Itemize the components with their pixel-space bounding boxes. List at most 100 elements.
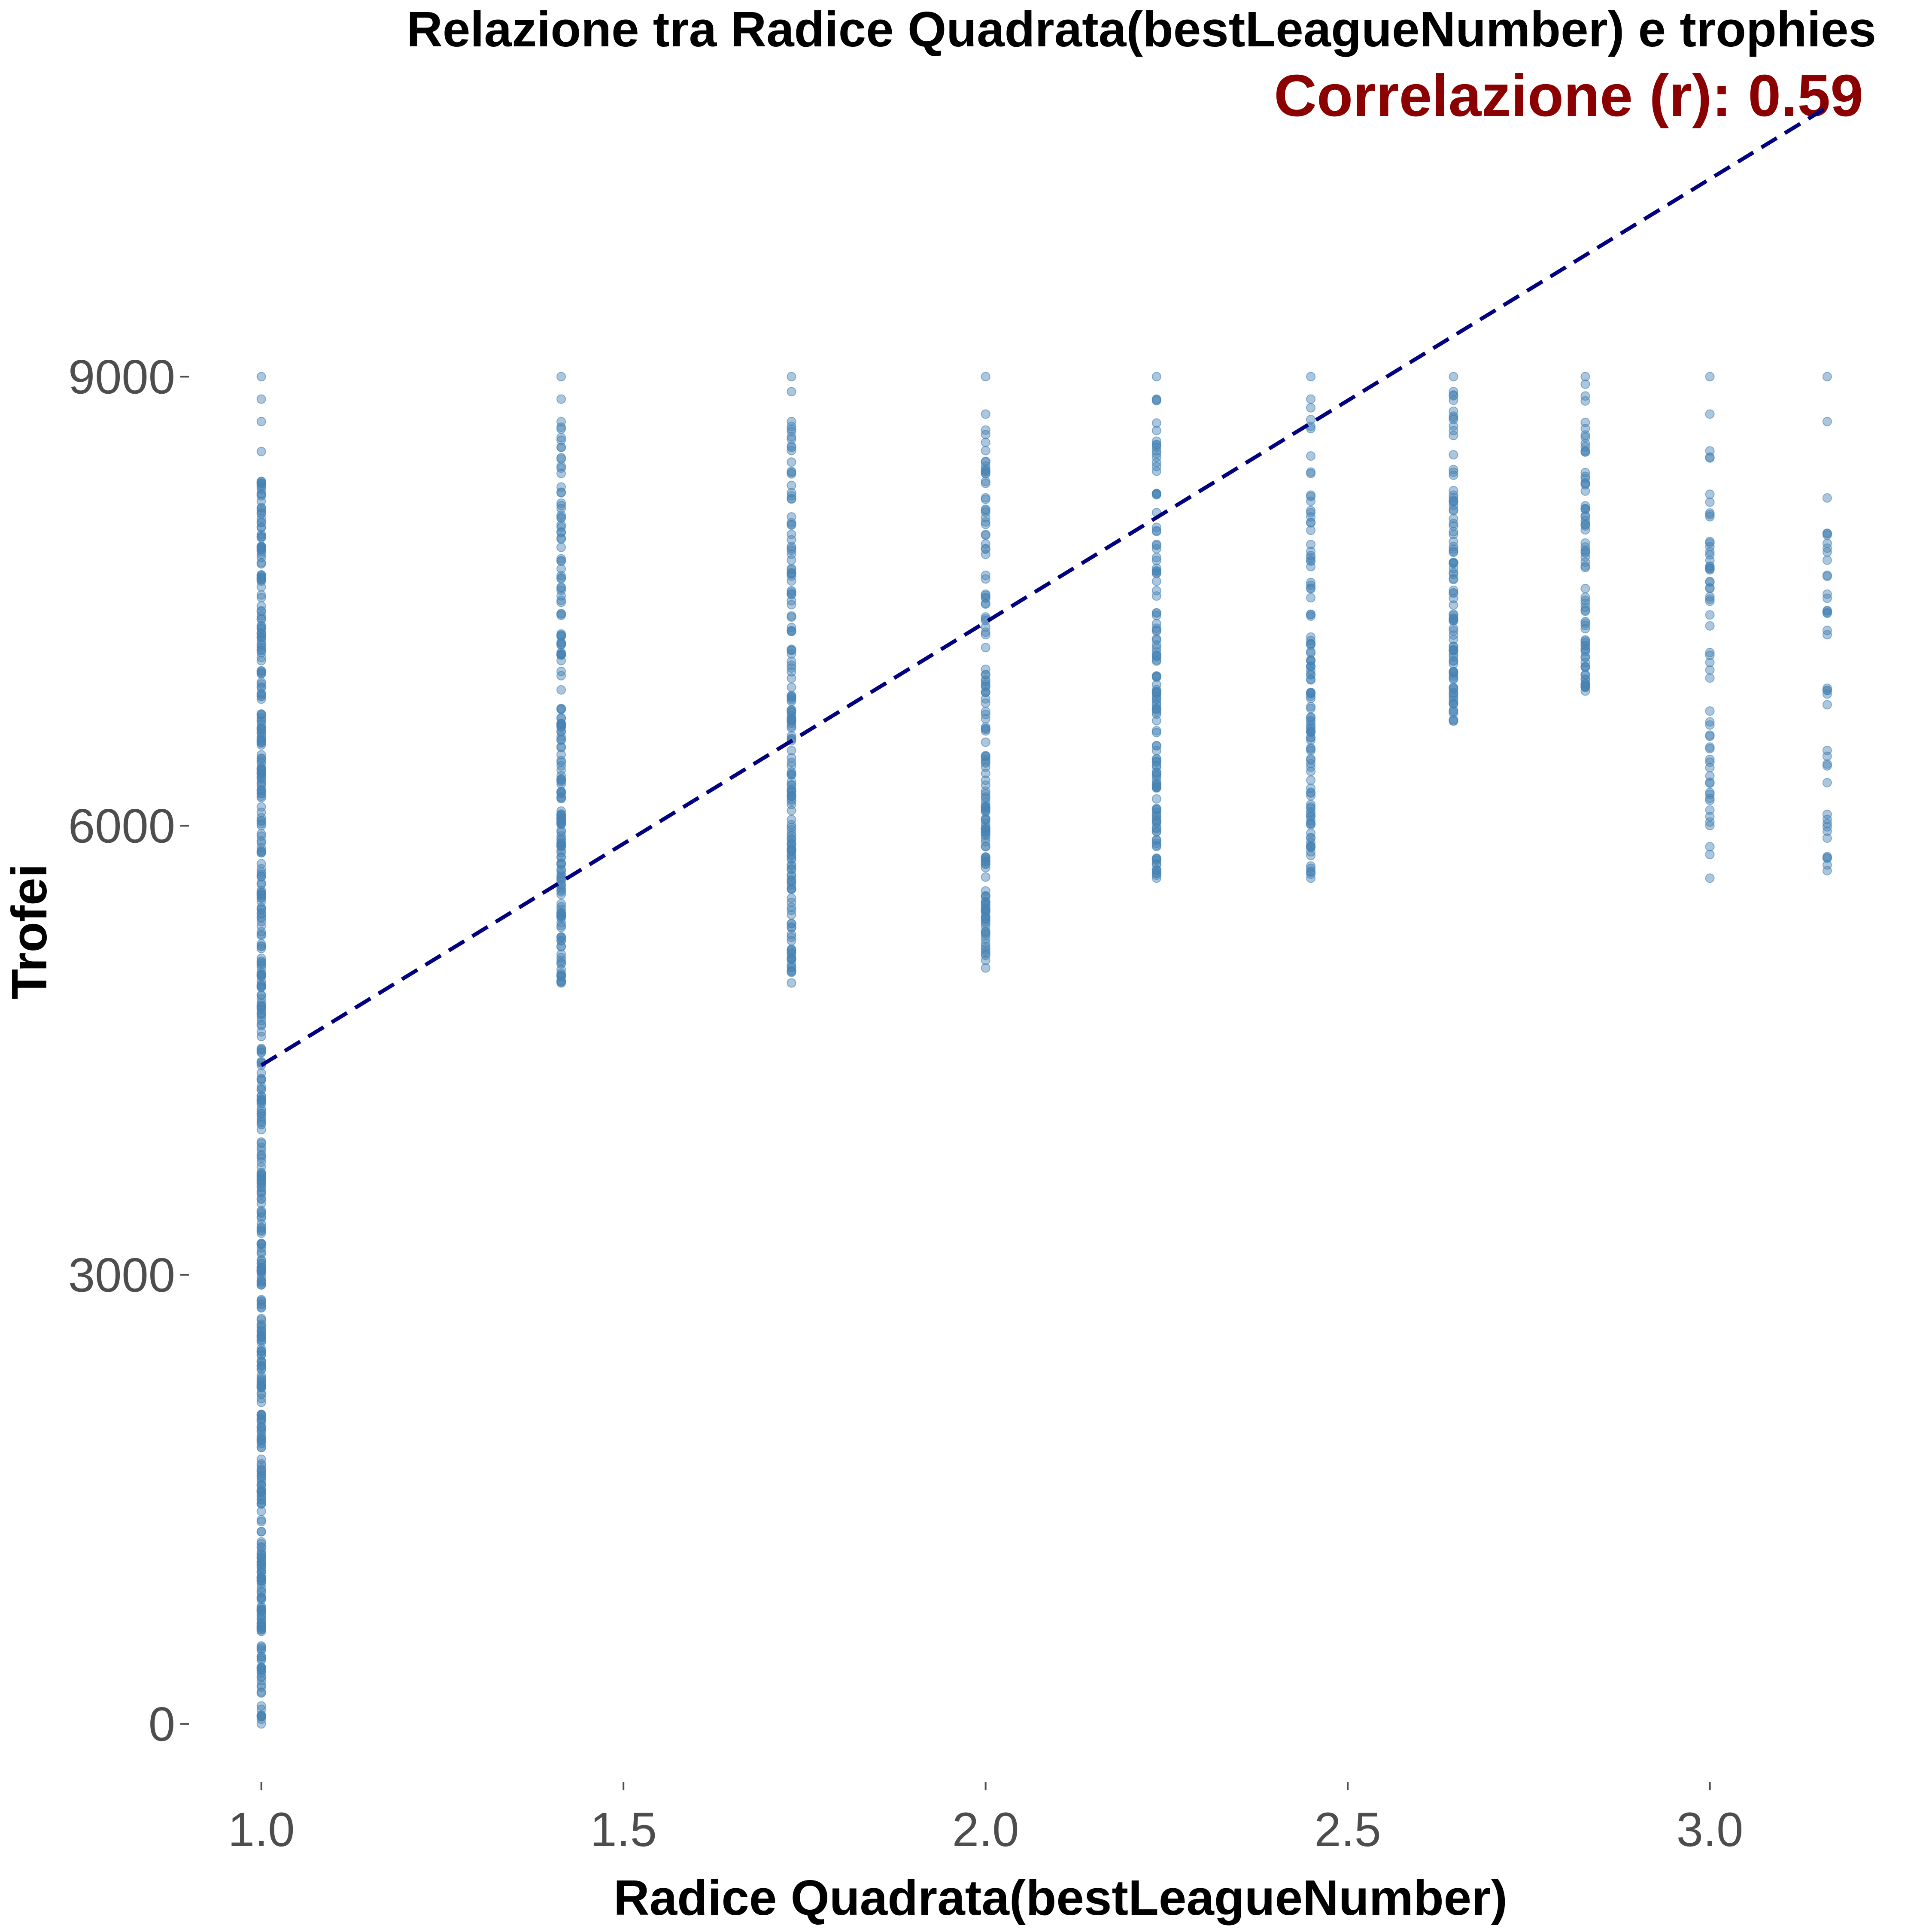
data-point xyxy=(1306,415,1316,425)
data-point xyxy=(256,815,266,825)
data-point xyxy=(1449,413,1458,422)
data-point xyxy=(1306,873,1316,883)
data-point xyxy=(1705,850,1715,860)
data-point xyxy=(787,660,796,670)
data-point xyxy=(256,1016,266,1026)
data-point xyxy=(1705,610,1715,620)
data-point xyxy=(256,1183,266,1193)
data-point xyxy=(981,754,990,764)
data-point xyxy=(1306,687,1316,697)
data-point xyxy=(1822,700,1832,710)
data-point xyxy=(1449,673,1458,683)
data-point xyxy=(981,963,990,973)
data-point xyxy=(256,1350,266,1360)
data-point xyxy=(1306,553,1316,563)
data-point xyxy=(1151,770,1161,780)
data-point xyxy=(981,643,990,653)
data-point xyxy=(1306,799,1316,809)
data-point xyxy=(1449,387,1458,397)
data-point xyxy=(1151,741,1161,750)
data-point xyxy=(1580,670,1590,680)
data-point xyxy=(787,387,796,397)
data-point xyxy=(256,1027,266,1037)
data-point xyxy=(1705,673,1715,683)
data-point xyxy=(1822,626,1832,635)
data-point xyxy=(981,814,990,824)
data-point xyxy=(1151,556,1161,565)
data-point xyxy=(1151,568,1161,578)
data-point xyxy=(556,442,566,452)
data-point xyxy=(1705,648,1715,657)
data-point xyxy=(256,1172,266,1182)
data-point xyxy=(1822,852,1832,862)
data-point xyxy=(1705,621,1715,631)
data-point xyxy=(256,1277,266,1287)
data-point xyxy=(787,673,796,683)
data-point xyxy=(256,1109,266,1118)
data-point xyxy=(556,819,566,829)
chart-title: Relazione tra Radice Quadrata(bestLeague… xyxy=(407,1,1876,57)
y-tick-label: 6000 xyxy=(68,799,175,853)
data-point xyxy=(1151,436,1161,446)
data-point xyxy=(1306,727,1316,737)
data-point xyxy=(256,559,266,569)
data-point xyxy=(556,757,566,767)
data-point xyxy=(787,815,796,824)
data-point xyxy=(787,518,796,528)
data-point xyxy=(981,698,990,708)
data-point xyxy=(1449,490,1458,500)
data-point xyxy=(1580,618,1590,628)
data-point xyxy=(556,520,566,530)
data-point xyxy=(787,962,796,972)
data-point xyxy=(256,1552,266,1561)
data-point xyxy=(787,682,796,692)
data-point xyxy=(1151,566,1161,576)
data-point xyxy=(1822,593,1832,603)
data-point xyxy=(1151,761,1161,771)
data-point xyxy=(981,664,990,674)
data-point xyxy=(556,705,566,714)
data-point xyxy=(1151,652,1161,662)
data-point xyxy=(981,681,990,691)
data-point xyxy=(787,758,796,767)
data-point xyxy=(1449,585,1458,595)
data-point xyxy=(787,777,796,787)
data-point xyxy=(1822,372,1832,382)
data-point xyxy=(556,666,566,676)
data-point xyxy=(256,1563,266,1573)
data-point xyxy=(1705,452,1715,462)
data-point xyxy=(787,829,796,838)
data-point xyxy=(1306,720,1316,730)
data-point xyxy=(981,758,990,768)
data-point xyxy=(256,518,266,528)
data-point xyxy=(787,457,796,467)
data-point xyxy=(1449,527,1458,537)
data-point xyxy=(1705,842,1715,852)
data-point xyxy=(256,372,266,382)
data-point xyxy=(1580,442,1590,452)
data-point xyxy=(256,477,266,486)
data-point xyxy=(787,663,796,673)
data-point xyxy=(1580,430,1590,440)
data-point xyxy=(556,582,566,592)
data-point xyxy=(1151,623,1161,633)
data-point xyxy=(256,793,266,803)
data-point xyxy=(256,710,266,720)
data-point xyxy=(256,908,266,918)
data-point xyxy=(256,1005,266,1015)
data-point xyxy=(1306,744,1316,754)
data-point xyxy=(1822,606,1832,616)
data-point xyxy=(256,1719,266,1729)
data-point xyxy=(556,953,566,963)
data-point xyxy=(1822,416,1832,426)
data-point xyxy=(981,929,990,939)
data-point xyxy=(787,893,796,903)
data-point xyxy=(256,1068,266,1078)
data-point xyxy=(556,631,566,641)
data-point xyxy=(787,933,796,942)
data-point xyxy=(1822,608,1832,618)
data-point xyxy=(1580,391,1590,401)
data-point xyxy=(256,1239,266,1249)
data-point xyxy=(556,454,566,464)
data-point xyxy=(256,808,266,817)
